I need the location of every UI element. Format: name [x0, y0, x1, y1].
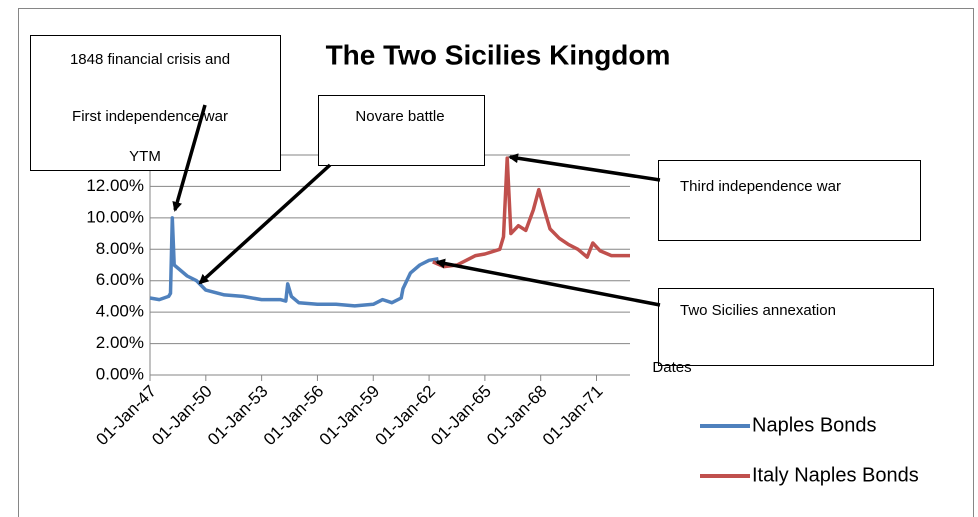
- x-tick-label: 01-Jan-56: [260, 382, 328, 450]
- y-tick-label: 8.00%: [96, 239, 144, 258]
- plot-area: 0.00% 2.00% 4.00% 6.00% 8.00% 10.00% 12.00% 01-…: [86, 154, 630, 450]
- legend-label: Naples Bonds: [752, 414, 877, 436]
- x-tick-label: 01-Jan-68: [483, 382, 551, 450]
- x-tick-label: 01-Jan-53: [204, 382, 272, 450]
- y-tick-label: 6.00%: [96, 270, 144, 289]
- x-tick-label: 01-Jan-71: [539, 382, 607, 450]
- annotation-arrow: [172, 104, 207, 212]
- series-line: [432, 156, 630, 269]
- annotation-text: 1848 financial crisis and: [70, 51, 230, 68]
- x-axis-label: Dates: [652, 359, 691, 376]
- y-tick-label: 10.00%: [86, 207, 144, 226]
- annotation-box: [318, 95, 485, 166]
- annotation-arrow: [435, 258, 661, 307]
- x-tick-label: 01-Jan-50: [148, 382, 216, 450]
- annotation-text: First independence war: [72, 108, 228, 125]
- x-tick-label: 01-Jan-62: [371, 382, 439, 450]
- annotation-box: [658, 288, 934, 366]
- chart-frame: [18, 8, 974, 517]
- annotation-text: Two Sicilies annexation: [680, 302, 836, 319]
- annotations: 1848 financial crisis and First independe…: [30, 35, 934, 366]
- y-tick-label: 0.00%: [96, 364, 144, 383]
- annotation-arrow: [198, 163, 332, 285]
- y-tick-label: 2.00%: [96, 333, 144, 352]
- y-tick-label: 4.00%: [96, 302, 144, 321]
- y-tick-label: 12.00%: [86, 176, 144, 195]
- series-line: [149, 216, 439, 308]
- annotation-box: [658, 160, 921, 241]
- x-tick-label: 01-Jan-65: [427, 382, 495, 450]
- annotation-arrow: [508, 153, 661, 182]
- legend-label: Italy Naples Bonds: [752, 464, 919, 486]
- chart-title: The Two Sicilies Kingdom: [326, 39, 671, 70]
- x-tick-label: 01-Jan-59: [316, 382, 384, 450]
- y-axis-label: YTM: [129, 148, 161, 165]
- x-tick-label: 01-Jan-47: [92, 382, 160, 450]
- annotation-text: Third independence war: [680, 178, 841, 195]
- annotation-box: [30, 35, 281, 171]
- annotation-text: Novare battle: [355, 108, 444, 125]
